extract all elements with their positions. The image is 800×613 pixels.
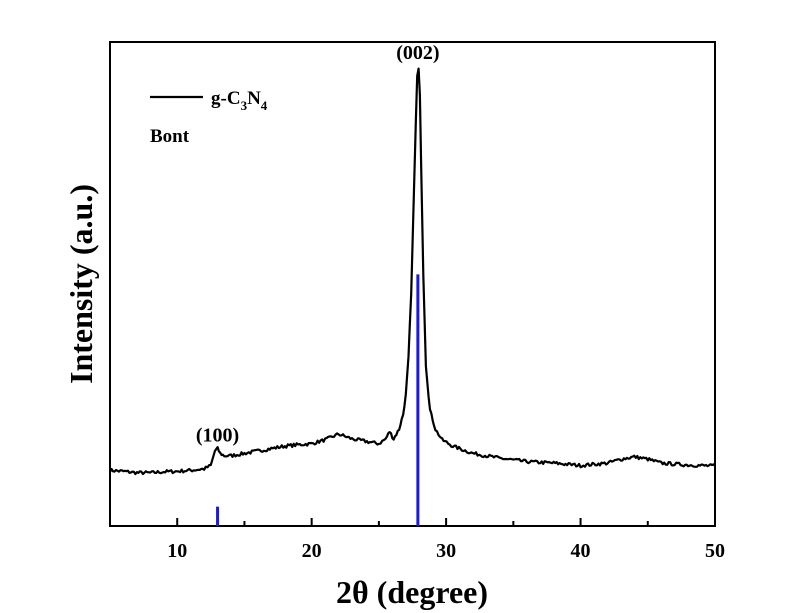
- x-tick-label-50: 50: [705, 540, 725, 562]
- peak-annotation-0: (100): [196, 424, 239, 446]
- plot-frame: [109, 41, 716, 527]
- x-tick-label-20: 20: [302, 540, 322, 562]
- x-tick-label-10: 10: [167, 540, 187, 562]
- x-tick-label-40: 40: [571, 540, 591, 562]
- peak-annotations: (100) (002): [196, 42, 440, 446]
- legend-label-bont: Bont: [150, 126, 190, 147]
- legend-label-g-c3n4: g-C3N4: [211, 88, 268, 113]
- x-tick-label-30: 30: [436, 540, 456, 562]
- y-axis-title: Intensity (a.u.): [63, 184, 99, 384]
- x-axis-ticks: 10 20 30 40 50: [109, 518, 725, 562]
- x-axis-title: 2θ (degree): [336, 574, 488, 610]
- peak-annotation-1: (002): [396, 42, 439, 64]
- legend: g-C3N4 Bont: [150, 88, 268, 147]
- reference-peaks: [216, 274, 420, 526]
- series-line-g-c3n4: [109, 67, 716, 476]
